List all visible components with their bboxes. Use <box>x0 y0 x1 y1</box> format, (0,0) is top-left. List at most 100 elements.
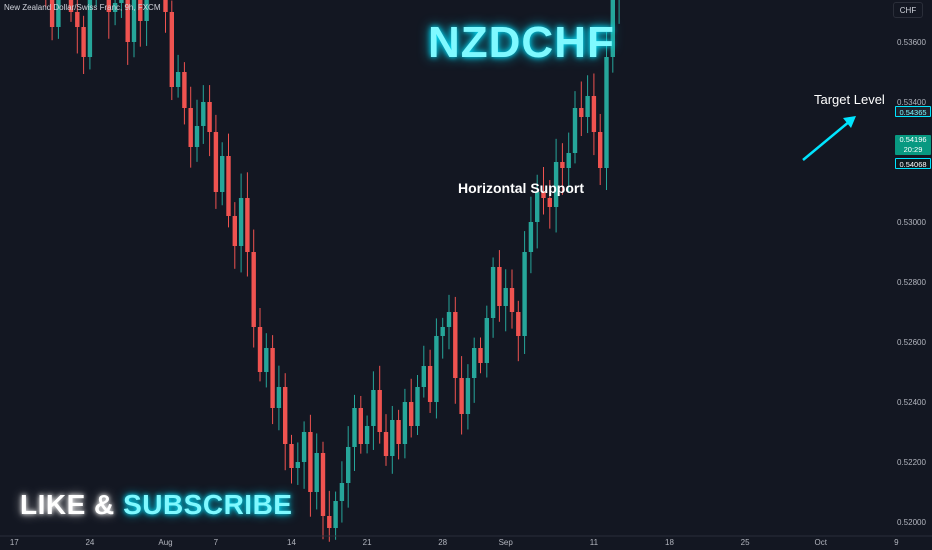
price-tick: 0.52400 <box>897 398 926 407</box>
candle <box>125 0 130 65</box>
candle <box>364 415 370 454</box>
candle <box>346 426 351 508</box>
candle <box>522 231 527 354</box>
target-arrow <box>802 120 851 161</box>
candle <box>87 0 93 70</box>
time-tick: 28 <box>438 538 447 547</box>
candle <box>213 114 219 209</box>
candle <box>409 378 414 438</box>
candle <box>352 394 357 471</box>
price-tick: 0.52200 <box>897 458 926 467</box>
candle <box>49 0 55 41</box>
candle <box>421 345 426 398</box>
candle <box>453 296 458 404</box>
last-price-value: 0.54196 <box>899 135 927 144</box>
candle <box>459 356 464 435</box>
candle <box>56 0 61 39</box>
candle <box>516 300 521 362</box>
target-price-tag: 0.54365 <box>895 106 931 117</box>
candle <box>163 0 168 33</box>
candle <box>553 138 559 233</box>
candle <box>371 371 376 450</box>
candle <box>68 0 74 22</box>
candle <box>484 305 489 378</box>
candle <box>547 180 552 229</box>
candle <box>465 364 471 430</box>
time-tick: 9 <box>894 538 899 547</box>
promo-subscribe: SUBSCRIBE <box>123 489 293 520</box>
candle <box>427 349 433 413</box>
candle <box>440 317 445 359</box>
candle <box>245 172 250 277</box>
candle <box>119 0 124 18</box>
candle <box>585 75 590 134</box>
price-tick: 0.52600 <box>897 338 926 347</box>
candle <box>220 142 225 206</box>
candle <box>390 405 395 474</box>
candle <box>106 0 111 39</box>
candle <box>320 441 326 540</box>
candle <box>238 173 244 273</box>
candle <box>610 0 615 73</box>
candle <box>377 365 382 444</box>
price-tick: 0.53600 <box>897 38 926 47</box>
bar-countdown: 20:29 <box>903 145 923 154</box>
candle <box>327 490 332 542</box>
currency-button[interactable]: CHF <box>893 2 923 18</box>
candle <box>175 54 181 98</box>
time-tick: 17 <box>10 538 19 547</box>
time-tick: 14 <box>287 538 296 547</box>
candle <box>283 373 288 471</box>
time-tick: 18 <box>665 538 674 547</box>
candle <box>333 491 338 540</box>
candle <box>503 269 508 332</box>
candle <box>308 414 313 517</box>
candle <box>314 433 319 510</box>
candle <box>289 434 294 484</box>
support-label: Horizontal Support <box>458 180 584 196</box>
price-axis: 0.52000 0.52200 0.52400 0.52600 0.52800 0.530… <box>897 38 926 527</box>
chart-headline: NZDCHF <box>428 18 615 67</box>
price-tick: 0.53400 <box>897 98 926 107</box>
candles <box>45 0 620 542</box>
candle <box>270 335 275 425</box>
candle <box>383 414 389 466</box>
candle <box>182 62 187 125</box>
price-tick: 0.53000 <box>897 218 926 227</box>
time-tick: Aug <box>158 538 172 547</box>
candle <box>194 99 200 162</box>
candle <box>188 86 193 168</box>
candle <box>434 318 439 419</box>
candle <box>560 143 565 195</box>
target-arrow-head <box>843 116 856 128</box>
promo-like: LIKE & <box>20 489 115 520</box>
time-tick: 21 <box>363 538 372 547</box>
candle <box>497 250 502 322</box>
candle <box>490 257 496 338</box>
time-tick: 7 <box>214 538 219 547</box>
candle <box>528 196 534 274</box>
candle <box>604 32 609 190</box>
candle <box>535 174 540 249</box>
candle <box>207 85 212 157</box>
time-tick: 24 <box>85 538 94 547</box>
price-tick: 0.52000 <box>897 518 926 527</box>
last-price-tag: 0.54196 20:29 <box>895 135 931 155</box>
candle <box>257 308 263 382</box>
candle <box>472 337 477 403</box>
candle <box>232 202 237 269</box>
candle <box>478 337 483 374</box>
candle <box>201 85 206 144</box>
candle <box>566 132 571 192</box>
candle <box>339 461 345 523</box>
time-axis: 17 24 Aug 7 14 21 28 Sep 11 18 25 Oct 9 <box>0 535 932 547</box>
candle <box>509 269 515 329</box>
time-tick: 25 <box>741 538 750 547</box>
candle <box>415 375 420 436</box>
candle <box>446 294 452 350</box>
candle <box>358 395 363 454</box>
candle <box>112 0 118 26</box>
target-label: Target Level <box>814 92 885 107</box>
price-tick: 0.52800 <box>897 278 926 287</box>
